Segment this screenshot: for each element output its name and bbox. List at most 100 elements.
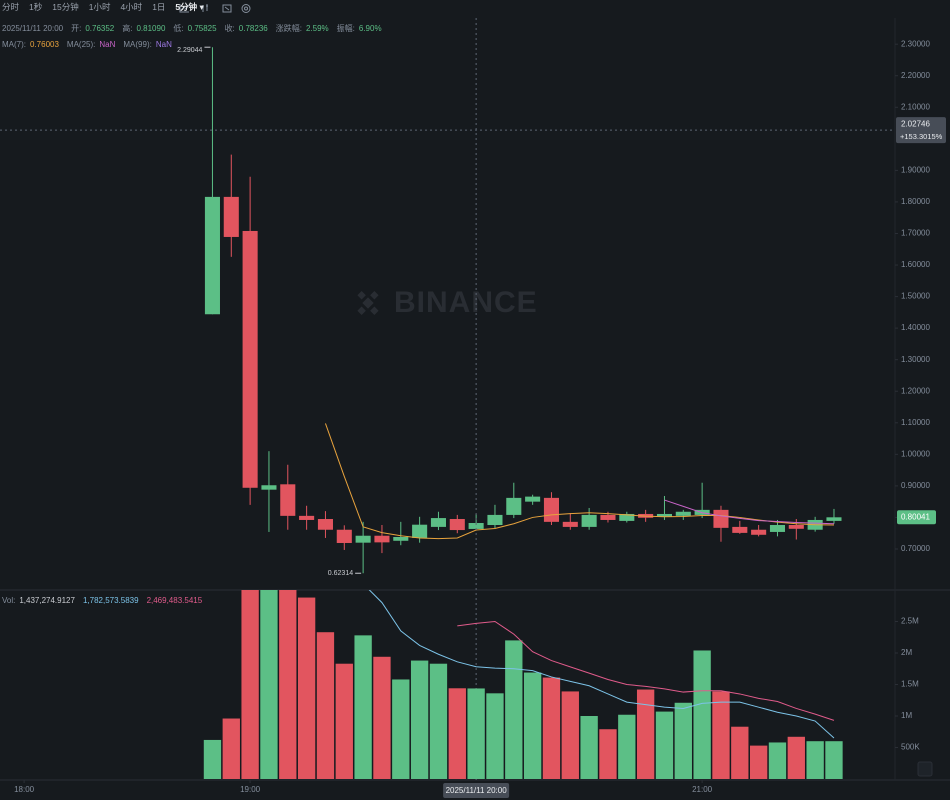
volume-bar	[203, 739, 222, 779]
toolbar-icons[interactable]	[179, 4, 251, 13]
volume-bar	[260, 590, 278, 779]
info-value: 6.90%	[358, 24, 382, 33]
volume-bar	[297, 597, 316, 779]
volume-bar	[580, 716, 598, 779]
y-tick-label: 1.50000	[901, 292, 930, 301]
crosshair-change-label: +153.3015%	[900, 132, 943, 141]
y-tick-label: 2.5M	[901, 617, 919, 626]
candle-body	[619, 513, 635, 521]
info-label: 振幅:	[336, 24, 355, 33]
y-tick-label: 0.90000	[901, 481, 930, 490]
candle-body	[412, 524, 428, 538]
volume-bar	[354, 635, 372, 779]
volume-bars	[203, 590, 843, 779]
volume-bar	[241, 590, 259, 779]
interval-button[interactable]: 15分钟	[52, 2, 79, 12]
interval-active-label[interactable]: 5分钟	[175, 2, 198, 12]
info-label: 涨跌幅:	[275, 24, 302, 33]
interval-active[interactable]: 5分钟 ▾	[175, 2, 204, 12]
volume-bar	[505, 640, 523, 779]
y-tick-label: 1.90000	[901, 165, 930, 174]
info-label: 高:	[122, 24, 133, 33]
interval-button[interactable]: 1秒	[29, 2, 43, 12]
volume-bar	[467, 688, 485, 779]
indicator-icon[interactable]	[179, 4, 190, 13]
volume-bar	[486, 693, 504, 779]
ma-value: NaN	[99, 40, 116, 49]
watermark-logo	[357, 290, 379, 316]
info-value: 0.78236	[238, 24, 268, 33]
volume-bar	[825, 741, 843, 779]
interval-button[interactable]: 1小时	[88, 2, 111, 12]
volume-bar	[523, 672, 542, 779]
volume-ma-line	[457, 620, 835, 721]
info-value: 0.76352	[85, 24, 115, 33]
settings-icon[interactable]	[241, 4, 251, 13]
candle-body	[393, 536, 409, 541]
volume-bar	[674, 702, 692, 779]
volume-legend: Vol: 1,437,274.9127 1,782,573.5839 2,469,…	[2, 596, 206, 606]
volume-bar	[618, 714, 636, 779]
vol-label: Vol:	[2, 596, 16, 605]
y-tick-label: 0.70000	[901, 544, 930, 553]
candle-body	[732, 526, 748, 533]
interval-button[interactable]: 分时	[2, 2, 20, 12]
crosshair-time-label: 2025/11/11 20:00	[446, 786, 508, 795]
candle-body	[487, 514, 503, 526]
crosshair-price-box	[896, 117, 946, 144]
info-label: 低:	[173, 24, 184, 33]
draw-icon[interactable]	[222, 4, 232, 13]
last-price-label: 0.80041	[901, 512, 930, 521]
candle-body	[449, 519, 465, 531]
chart-type-icon[interactable]	[202, 4, 208, 12]
candle-body	[543, 497, 559, 522]
candle-body	[826, 517, 842, 521]
y-tick-label: 500K	[901, 743, 920, 752]
candle-body	[675, 511, 691, 516]
watermark-text: BINANCE	[394, 286, 538, 319]
y-tick-label: 1.00000	[901, 449, 930, 458]
volume-bar	[636, 689, 655, 779]
low-marker-label: 0.62314	[328, 570, 353, 577]
volume-bar	[429, 663, 448, 779]
volume-bar	[561, 691, 579, 779]
volume-bar	[335, 663, 353, 779]
y-tick-label: 2.10000	[901, 102, 930, 111]
crosshair-price-label: 2.02746	[901, 119, 930, 128]
y-tick-label: 1.5M	[901, 680, 919, 689]
vol-value: 1,437,274.9127	[19, 596, 75, 605]
interval-button[interactable]: 4小时	[120, 2, 143, 12]
candle-body	[769, 525, 786, 532]
ma-name: MA(25):	[66, 40, 96, 49]
volume-bar	[542, 677, 561, 779]
toolbar: 分时 1秒 15分钟 1小时 4小时 1日 5分钟 ▾	[2, 2, 204, 12]
candle-body	[525, 496, 541, 502]
settings-icon-dot[interactable]	[244, 6, 248, 11]
y-tick-label: 1M	[901, 711, 912, 720]
high-marker-label: 2.29044	[177, 47, 202, 54]
candle-body	[562, 521, 578, 527]
last-price-box	[897, 510, 936, 525]
volume-ma-line	[368, 590, 835, 739]
volume-bar	[731, 726, 749, 779]
volume-bar	[712, 691, 730, 779]
candle-body	[336, 529, 352, 543]
volume-bar	[316, 632, 335, 779]
volume-bar	[373, 656, 391, 779]
candle-body	[299, 515, 315, 520]
scale-button[interactable]	[917, 761, 933, 777]
volume-bar	[410, 660, 429, 779]
y-tick-label: 1.80000	[901, 197, 930, 206]
x-tick-label: 18:00	[14, 785, 35, 794]
interval-button[interactable]: 1日	[152, 2, 166, 12]
crosshair-time-box	[443, 783, 510, 798]
y-tick-label: 1.10000	[901, 418, 930, 427]
volume-bar	[693, 650, 711, 779]
info-label: 收:	[224, 24, 235, 33]
vol-ma-value: 2,469,483.5415	[146, 596, 203, 605]
volume-bar	[655, 711, 674, 779]
y-tick-label: 2.20000	[901, 71, 930, 80]
info-label: 开:	[71, 24, 82, 33]
